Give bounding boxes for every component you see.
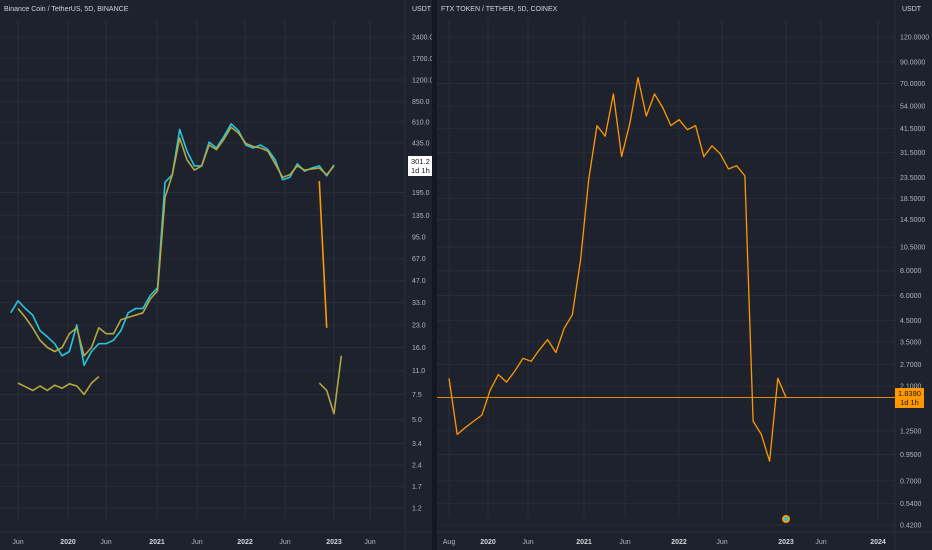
bnb-x-tick-label: Jun <box>100 539 111 546</box>
ftt-x-tick-label: 2023 <box>778 539 794 546</box>
bnb-y-tick-label: 850.0 <box>412 99 430 106</box>
ftt-y-tick-label: 0.5400 <box>900 501 922 508</box>
ftt-y-tick-label: 90.0000 <box>900 59 925 66</box>
bnb-series-1 <box>17 126 335 357</box>
ftt-countdown: 1d 1h <box>900 397 919 407</box>
ftt-y-tick-label: 18.5000 <box>900 196 925 203</box>
ftt-x-tick-label: Jun <box>619 539 630 546</box>
bnb-chart-svg[interactable]: 2400.0 1700.0 1200.0 850.0 610.0 435.0 195.0 13… <box>0 0 432 550</box>
bnb-y-tick-label: 23.0 <box>412 323 426 330</box>
bnb-y-tick-label: 67.0 <box>412 256 426 263</box>
bnb-y-tick-label: 2400.0 <box>412 35 432 42</box>
bnb-x-tick-label: Jun <box>364 539 375 546</box>
ftt-x-tick-label: 2022 <box>671 539 687 546</box>
bnb-y-tick-label: 33.0 <box>412 300 426 307</box>
ftt-event-marker-core <box>783 516 789 522</box>
bnb-x-tick-label: 2021 <box>149 539 165 546</box>
ftt-y-tick-label: 31.5000 <box>900 150 925 157</box>
ftt-chart-pane[interactable]: FTX TOKEN / TETHER, 5D, COINEX USDT 120.… <box>437 0 932 550</box>
ftt-y-tick-label: 41.5000 <box>900 126 925 133</box>
bnb-y-tick-label: 16.0 <box>412 345 426 352</box>
bnb-x-tick-label: Jun <box>12 539 23 546</box>
bnb-series-2 <box>17 376 100 396</box>
ftt-chart-title: FTX TOKEN / TETHER, 5D, COINEX <box>441 6 558 13</box>
ftt-y-tick-label: 4.5000 <box>900 318 922 325</box>
ftt-x-tick-label: 2021 <box>576 539 592 546</box>
ftt-y-tick-label: 0.4200 <box>900 523 922 530</box>
ftt-unit-label: USDT <box>902 6 922 13</box>
bnb-y-tick-label: 1200.0 <box>412 77 432 84</box>
ftt-y-tick-label: 10.5000 <box>900 245 925 252</box>
bnb-countdown: 1d 1h <box>411 165 430 175</box>
ftt-x-tick-label: 2024 <box>870 539 886 546</box>
ftt-x-tick-label: 2020 <box>480 539 496 546</box>
bnb-x-tick-label: 2022 <box>237 539 253 546</box>
ftt-y-tick-label: 14.5000 <box>900 217 925 224</box>
ftt-chart-svg[interactable]: 120.0000 90.0000 70.0000 54.0000 41.5000 31.5… <box>437 0 932 550</box>
ftt-y-tick-label: 3.5000 <box>900 340 922 347</box>
bnb-series-4 <box>318 180 328 328</box>
bnb-x-tick-label: 2023 <box>326 539 342 546</box>
bnb-unit-label: USDT <box>412 6 432 13</box>
bnb-y-tick-label: 47.0 <box>412 278 426 285</box>
ftt-y-tick-label: 8.0000 <box>900 268 922 275</box>
bnb-y-tick-label: 95.0 <box>412 235 426 242</box>
bnb-x-tick-label: Jun <box>191 539 202 546</box>
ftt-series-0 <box>448 76 787 462</box>
bnb-last-price-badge: 301.2 1d 1h <box>408 155 433 176</box>
bnb-y-tick-label: 1.7 <box>412 484 422 491</box>
ftt-y-tick-label: 70.0000 <box>900 81 925 88</box>
bnb-series-0 <box>10 123 335 367</box>
ftt-last-price-badge: 1.8390 1d 1h <box>895 387 924 408</box>
ftt-y-tick-label: 120.0000 <box>900 35 929 42</box>
bnb-y-tick-label: 135.0 <box>412 213 430 220</box>
ftt-y-tick-label: 1.2500 <box>900 428 922 435</box>
ftt-y-tick-label: 2.7000 <box>900 362 922 369</box>
bnb-x-tick-label: 2020 <box>60 539 76 546</box>
bnb-series-3 <box>318 355 343 415</box>
ftt-y-tick-label: 0.7000 <box>900 478 922 485</box>
ftt-x-tick-label: Jun <box>815 539 826 546</box>
bnb-y-tick-label: 1700.0 <box>412 56 432 63</box>
ftt-y-tick-label: 6.0000 <box>900 293 922 300</box>
ftt-last-price: 1.8390 <box>898 388 921 398</box>
bnb-y-tick-label: 435.0 <box>412 140 430 147</box>
bnb-y-tick-label: 5.0 <box>412 417 422 424</box>
bnb-chart-pane[interactable]: Binance Coin / TetherUS, 5D, BINANCE USD… <box>0 0 433 550</box>
ftt-y-tick-label: 23.5000 <box>900 175 925 182</box>
bnb-chart-title: Binance Coin / TetherUS, 5D, BINANCE <box>4 6 129 13</box>
ftt-x-tick-label: Aug <box>443 539 456 546</box>
ftt-y-tick-label: 2.1000 <box>900 384 922 391</box>
ftt-y-tick-label: 0.9500 <box>900 452 922 459</box>
ftt-y-tick-label: 54.0000 <box>900 103 925 110</box>
bnb-x-tick-label: Jun <box>279 539 290 546</box>
bnb-y-tick-label: 1.2 <box>412 506 422 513</box>
bnb-y-tick-label: 3.4 <box>412 441 422 448</box>
bnb-y-tick-label: 610.0 <box>412 119 430 126</box>
bnb-y-tick-label: 11.0 <box>412 368 425 375</box>
bnb-y-tick-label: 195.0 <box>412 190 430 197</box>
bnb-y-tick-label: 7.5 <box>412 392 422 399</box>
ftt-x-tick-label: Jun <box>522 539 533 546</box>
bnb-y-tick-label: 2.4 <box>412 463 422 470</box>
ftt-x-tick-label: Jun <box>716 539 727 546</box>
bnb-last-price: 301.2 <box>411 156 430 166</box>
pane-divider[interactable] <box>432 0 437 550</box>
